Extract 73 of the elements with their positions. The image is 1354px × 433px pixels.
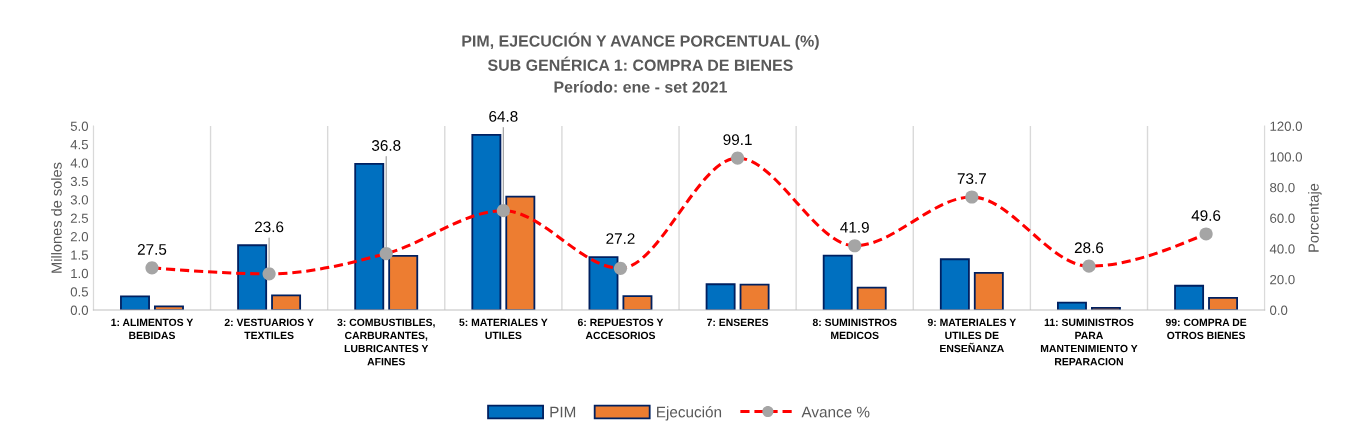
y-tick-label: 1.0 xyxy=(71,268,89,279)
y-tick-label: 2.5 xyxy=(70,213,89,223)
y-tick-label: 3.0 xyxy=(70,195,89,205)
bar xyxy=(120,295,150,311)
y2-tick-label: 40.0 xyxy=(1269,244,1295,254)
data-label: 99.1 xyxy=(723,134,752,146)
bar xyxy=(939,258,970,311)
x-tick-label: 6: REPUESTOS Y ACCESORIOS xyxy=(577,318,664,340)
point xyxy=(379,247,393,261)
bar xyxy=(1208,296,1239,311)
data-label: 73.7 xyxy=(957,173,986,184)
y-tick-label: 0.0 xyxy=(70,305,89,315)
data-label: 64.8 xyxy=(489,111,518,122)
bar xyxy=(973,271,1004,311)
x-tick-label: 2: VESTUARIOS Y TEXTILES xyxy=(224,318,314,340)
y2-axis-title: Porcentaje xyxy=(1308,183,1322,252)
bar xyxy=(588,256,619,311)
point xyxy=(613,261,628,275)
data-label: 36.8 xyxy=(371,140,401,151)
bar xyxy=(471,133,502,311)
y2-tick-label: 20.0 xyxy=(1270,274,1295,285)
legend-label: PIM xyxy=(550,406,576,418)
y-tick-label: 1.5 xyxy=(71,250,89,260)
y-tick-label: 5.0 xyxy=(70,121,89,131)
bar xyxy=(154,305,184,311)
x-tick-label: 3: COMBUSTIBLES, CARBURANTES, LUBRICANTES Y AFINES xyxy=(337,318,435,366)
data-label: 27.2 xyxy=(606,233,635,244)
point xyxy=(145,261,159,275)
x-tick-label: 1: ALIMENTOS Y BEBIDAS xyxy=(111,318,194,340)
y-axis-title: Millones de soles xyxy=(51,162,62,273)
point xyxy=(1199,227,1213,241)
data-label: 23.6 xyxy=(255,221,284,233)
data-label: 49.6 xyxy=(1191,210,1221,221)
x-tick-label: 5: MATERIALES Y UTILES xyxy=(459,318,548,340)
bar xyxy=(705,283,736,311)
point xyxy=(496,204,510,218)
bar xyxy=(856,286,887,311)
legend-label: Ejecución xyxy=(657,406,722,421)
bar xyxy=(388,255,419,311)
data-label: 28.6 xyxy=(1074,242,1104,254)
bar xyxy=(354,163,385,311)
y-tick-label: 4.0 xyxy=(70,158,89,168)
y2-tick-label: 120.0 xyxy=(1270,121,1302,131)
y2-tick-label: 60.0 xyxy=(1270,213,1295,223)
point xyxy=(262,267,276,281)
y-tick-label: 2.0 xyxy=(70,231,89,242)
data-label: 41.9 xyxy=(840,221,869,233)
bar xyxy=(505,195,536,311)
point xyxy=(848,239,862,253)
y2-tick-label: 100.0 xyxy=(1270,152,1302,162)
bar xyxy=(822,254,853,311)
bar xyxy=(237,244,268,311)
bar xyxy=(622,295,653,311)
x-tick-label: 99: COMPRA DE OTROS BIENES xyxy=(1165,318,1247,340)
y-tick-label: 4.5 xyxy=(70,140,89,150)
y-tick-label: 0.5 xyxy=(70,287,89,297)
bar xyxy=(739,283,770,311)
point xyxy=(731,151,745,165)
x-tick-label: 7: ENSERES xyxy=(707,318,769,327)
bar xyxy=(271,294,302,311)
x-tick-label: 9: MATERIALES Y UTILES DE ENSEÑANZA xyxy=(927,318,1017,353)
x-tick-label: 11: SUMINISTROS PARA MANTENIMIENTO Y REPARACION xyxy=(1040,318,1138,366)
data-label: 27.5 xyxy=(137,244,167,255)
y-tick-label: 3.5 xyxy=(70,176,89,187)
bar xyxy=(1174,284,1205,311)
legend-label: Avance % xyxy=(801,406,870,418)
y2-tick-label: 80.0 xyxy=(1270,182,1295,193)
x-tick-label: 8: SUMINISTROS MEDICOS xyxy=(812,318,897,340)
chart-subtitle: SUB GENÉRICA 1: COMPRA DE BIENES Período: ene - set 2021 xyxy=(487,56,793,93)
y2-tick-label: 0.0 xyxy=(1270,305,1288,315)
point xyxy=(965,190,979,204)
point xyxy=(1082,259,1096,273)
chart-title: PIM, EJECUCIÓN Y AVANCE PORCENTUAL (%) xyxy=(462,32,819,50)
